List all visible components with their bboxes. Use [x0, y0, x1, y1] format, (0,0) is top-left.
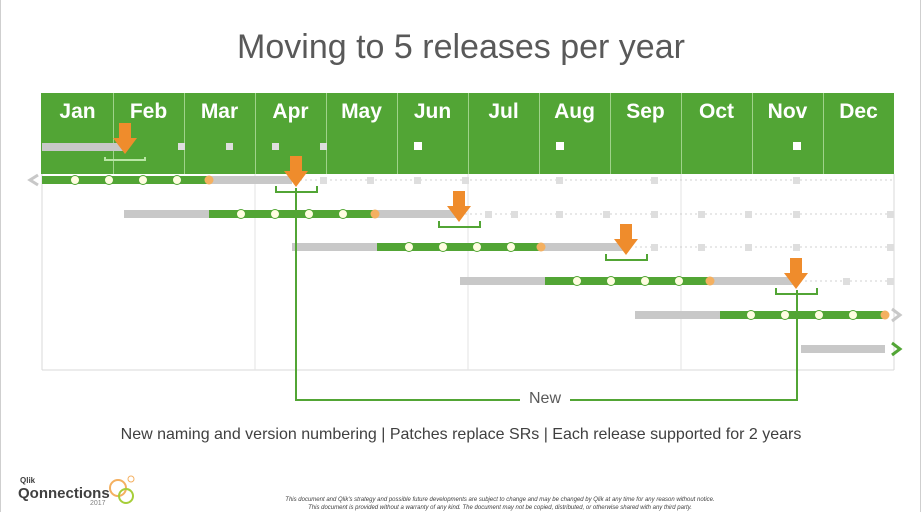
- month-label: Sep: [626, 100, 665, 123]
- month-divider: [255, 93, 256, 174]
- release-arrow-1: [284, 156, 308, 187]
- month-divider: [113, 93, 114, 174]
- qonnections-logo: Qlik Qonnections 2017: [14, 470, 144, 510]
- release-arrow-0: [113, 123, 137, 154]
- page-title: Moving to 5 releases per year: [237, 28, 685, 66]
- disclaimer-line: This document is provided without a warr…: [308, 505, 692, 511]
- release-row-2: [124, 191, 894, 228]
- month-label: Oct: [698, 100, 734, 123]
- guide-lines: [300, 179, 894, 282]
- month-divider: [184, 93, 185, 174]
- month-divider: [397, 93, 398, 174]
- month-label: Dec: [839, 100, 878, 123]
- release-row-0: [27, 123, 801, 161]
- month-label: Jul: [488, 100, 519, 123]
- month-divider: [681, 93, 682, 174]
- month-divider: [610, 93, 611, 174]
- timeline-frame: [41, 174, 895, 371]
- release-row-4: [460, 258, 894, 295]
- logo-year: 2017: [90, 500, 106, 507]
- month-divider: [539, 93, 540, 174]
- month-label: Feb: [129, 100, 168, 123]
- month-divider: [326, 93, 327, 174]
- month-header-bar: [41, 93, 894, 174]
- month-label: Nov: [767, 100, 808, 123]
- month-divider: [752, 93, 753, 174]
- release-row-5: [635, 307, 903, 323]
- new-label: New: [520, 390, 570, 408]
- new-connector: [295, 188, 798, 401]
- release-arrow-3: [614, 224, 638, 255]
- month-divider: [823, 93, 824, 174]
- release-row-6: [801, 341, 903, 357]
- subtitle: New naming and version numbering | Patch…: [120, 426, 802, 443]
- disclaimer-line: This document and Qlik's strategy and po…: [285, 497, 715, 503]
- logo-rings-icon: [109, 475, 135, 504]
- month-label: Apr: [272, 100, 309, 123]
- release-arrow-2: [447, 191, 471, 222]
- month-label: Mar: [200, 100, 239, 123]
- release-arrow-4: [784, 258, 808, 289]
- logo-brand-small: Qlik: [20, 476, 36, 485]
- month-label: May: [341, 100, 382, 123]
- disclaimer: This document and Qlik's strategy and po…: [150, 496, 850, 512]
- release-row-1: [27, 156, 800, 193]
- month-divider: [468, 93, 469, 174]
- release-row-3: [292, 224, 894, 261]
- logo-brand-main: Qonnections: [18, 485, 110, 502]
- month-label: Jan: [59, 100, 96, 123]
- month-label: Jun: [413, 100, 452, 123]
- month-label: Aug: [554, 100, 595, 123]
